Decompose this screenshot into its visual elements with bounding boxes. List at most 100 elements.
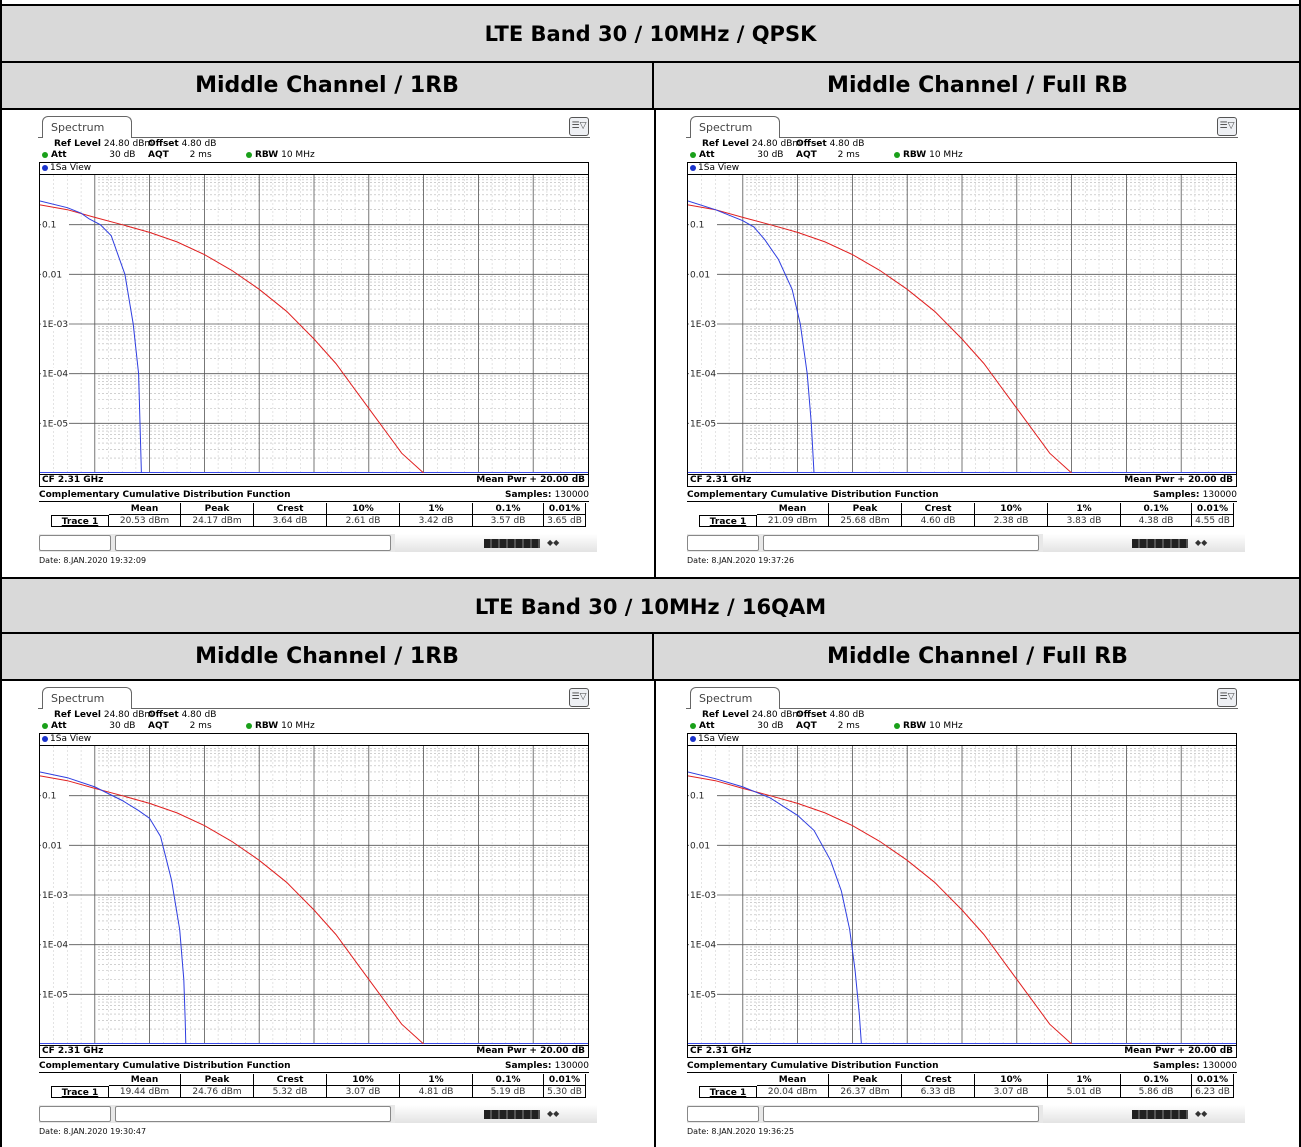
spectrum-tab[interactable]: Spectrum bbox=[42, 687, 132, 709]
aqt-value: 2 ms bbox=[837, 721, 860, 731]
stat-header: 1% bbox=[400, 503, 473, 515]
y-tick-label: 1E-03 bbox=[42, 891, 68, 901]
spectrum-tab[interactable]: Spectrum bbox=[690, 116, 780, 138]
stat-header: 0.01% bbox=[1192, 1074, 1234, 1086]
stat-value: 3.07 dB bbox=[975, 1086, 1048, 1098]
green-dot-icon bbox=[894, 722, 900, 729]
ref-level-value: 24.80 dBm bbox=[103, 139, 154, 149]
green-dot-icon bbox=[246, 722, 252, 729]
offset-readout: Offset 4.80 dB bbox=[148, 710, 216, 720]
menu-icon[interactable]: ☰▽ bbox=[1217, 117, 1237, 136]
tick-label-bg bbox=[689, 268, 717, 280]
stats-header-row: Mean Peak Crest 10% 1% 0.1% 0.01% bbox=[687, 503, 1237, 515]
ccdf-stats-table: Mean Peak Crest 10% 1% 0.1% 0.01% Trace 1 19.44 … bbox=[39, 1074, 589, 1098]
samples-readout: Samples: 130000 bbox=[1153, 1061, 1237, 1071]
stat-header: Peak bbox=[829, 503, 902, 515]
samples-value: 130000 bbox=[554, 1061, 589, 1071]
tick-label-bg bbox=[689, 367, 717, 379]
ccdf-plot: 1Sa View 0.1 0.01 1E-03 1E-04 1E-05 CF 2.31 … bbox=[687, 162, 1237, 487]
green-dot-icon bbox=[42, 151, 48, 158]
offset-label: Offset bbox=[796, 710, 827, 720]
att-readout: Att 30 dB bbox=[42, 150, 135, 160]
view-label: 1Sa View bbox=[40, 734, 588, 746]
stat-value: 5.01 dB bbox=[1048, 1086, 1121, 1098]
ccdf-stats-table: Mean Peak Crest 10% 1% 0.1% 0.01% Trace 1 20.53 … bbox=[39, 503, 589, 527]
tab-rule bbox=[38, 137, 43, 138]
stat-header: 0.1% bbox=[473, 503, 544, 515]
aqt-readout: AQT 2 ms bbox=[796, 721, 860, 731]
stat-header: 1% bbox=[1048, 1074, 1121, 1086]
stat-header: 10% bbox=[327, 503, 400, 515]
gaussian-reference-curve bbox=[40, 775, 424, 1044]
y-tick-label: 1E-03 bbox=[690, 891, 716, 901]
status-icon: ◆◆ bbox=[1195, 538, 1208, 547]
view-label: 1Sa View bbox=[688, 734, 1236, 746]
tick-label-bg bbox=[41, 789, 69, 801]
stats-header-row: Mean Peak Crest 10% 1% 0.1% 0.01% bbox=[39, 1074, 589, 1086]
y-tick-label: 1E-05 bbox=[690, 990, 716, 1000]
section-title-2: LTE Band 30 ∕ 10MHz / 16QAM bbox=[2, 577, 1299, 634]
stat-value: 19.44 dBm bbox=[109, 1086, 181, 1098]
samples-label: Samples: bbox=[1152, 1061, 1200, 1071]
stat-header: Mean bbox=[757, 503, 829, 515]
green-dot-icon bbox=[894, 151, 900, 158]
stat-value: 3.57 dB bbox=[473, 515, 544, 527]
stat-value: 3.83 dB bbox=[1048, 515, 1121, 527]
tick-label-bg bbox=[689, 417, 717, 429]
column-title-1rb: Middle Channel / 1RB bbox=[2, 634, 654, 679]
offset-value: 4.80 dB bbox=[829, 139, 865, 149]
ccdf-chart: 0.1 0.01 1E-03 1E-04 1E-05 bbox=[40, 746, 588, 1044]
column-divider bbox=[654, 679, 656, 1147]
status-message-field bbox=[115, 535, 391, 551]
ccdf-trace-curve bbox=[40, 200, 142, 473]
att-value: 30 dB bbox=[109, 721, 136, 731]
tick-label-bg bbox=[689, 318, 717, 329]
rbw-label: RBW bbox=[903, 150, 927, 160]
center-frequency: CF 2.31 GHz bbox=[690, 475, 752, 485]
green-dot-icon bbox=[690, 722, 696, 729]
tick-label-bg bbox=[689, 938, 717, 950]
rbw-readout: RBW 10 MHz bbox=[894, 150, 963, 160]
ccdf-title: Complementary Cumulative Distribution Fu… bbox=[687, 1061, 1237, 1073]
plot-footer: CF 2.31 GHz Mean Pwr + 20.00 dB bbox=[688, 1045, 1236, 1057]
view-label: 1Sa View bbox=[40, 163, 588, 175]
offset-label: Offset bbox=[148, 710, 179, 720]
progress-bar bbox=[1132, 539, 1188, 548]
column-header-row-2: Middle Channel / 1RB Middle Channel / Fu… bbox=[2, 632, 1299, 679]
ref-level-value: 24.80 dBm bbox=[751, 139, 802, 149]
status-message-field bbox=[763, 535, 1039, 551]
y-tick-label: 1E-04 bbox=[690, 941, 716, 951]
stats-value-row: Trace 1 19.44 dBm 24.76 dBm 5.32 dB 3.07 dB 4… bbox=[39, 1086, 589, 1098]
offset-readout: Offset 4.80 dB bbox=[148, 139, 216, 149]
spectrum-tab[interactable]: Spectrum bbox=[690, 687, 780, 709]
stat-value: 5.30 dB bbox=[544, 1086, 586, 1098]
ccdf-title-text: Complementary Cumulative Distribution Fu… bbox=[39, 1061, 291, 1071]
status-icon: ◆◆ bbox=[1195, 1109, 1208, 1118]
stats-value-row: Trace 1 20.04 dBm 26.37 dBm 6.33 dB 3.07 dB 5… bbox=[687, 1086, 1237, 1098]
status-icon: ◆◆ bbox=[547, 538, 560, 547]
column-divider bbox=[654, 108, 656, 577]
tab-rule bbox=[38, 708, 43, 709]
menu-icon[interactable]: ☰▽ bbox=[1217, 688, 1237, 707]
tick-label-bg bbox=[41, 839, 69, 851]
center-frequency: CF 2.31 GHz bbox=[42, 1046, 104, 1056]
stat-value: 24.17 dBm bbox=[181, 515, 254, 527]
column-title-fullrb: Middle Channel / Full RB bbox=[827, 73, 1128, 98]
menu-icon[interactable]: ☰▽ bbox=[569, 117, 589, 136]
stat-header: Peak bbox=[181, 1074, 254, 1086]
tick-label-bg bbox=[41, 367, 69, 379]
aqt-label: AQT bbox=[148, 721, 169, 731]
green-dot-icon bbox=[690, 151, 696, 158]
menu-icon[interactable]: ☰▽ bbox=[569, 688, 589, 707]
y-tick-label: 1E-05 bbox=[42, 419, 68, 429]
status-field bbox=[39, 535, 111, 551]
spectrum-tab[interactable]: Spectrum bbox=[42, 116, 132, 138]
att-label: Att bbox=[51, 721, 67, 731]
samples-value: 130000 bbox=[554, 490, 589, 500]
rbw-readout: RBW 10 MHz bbox=[246, 721, 315, 731]
aqt-value: 2 ms bbox=[837, 150, 860, 160]
y-tick-label: 1E-04 bbox=[690, 370, 716, 380]
stat-header: 0.01% bbox=[1192, 503, 1234, 515]
y-tick-label: 0.1 bbox=[42, 792, 56, 802]
